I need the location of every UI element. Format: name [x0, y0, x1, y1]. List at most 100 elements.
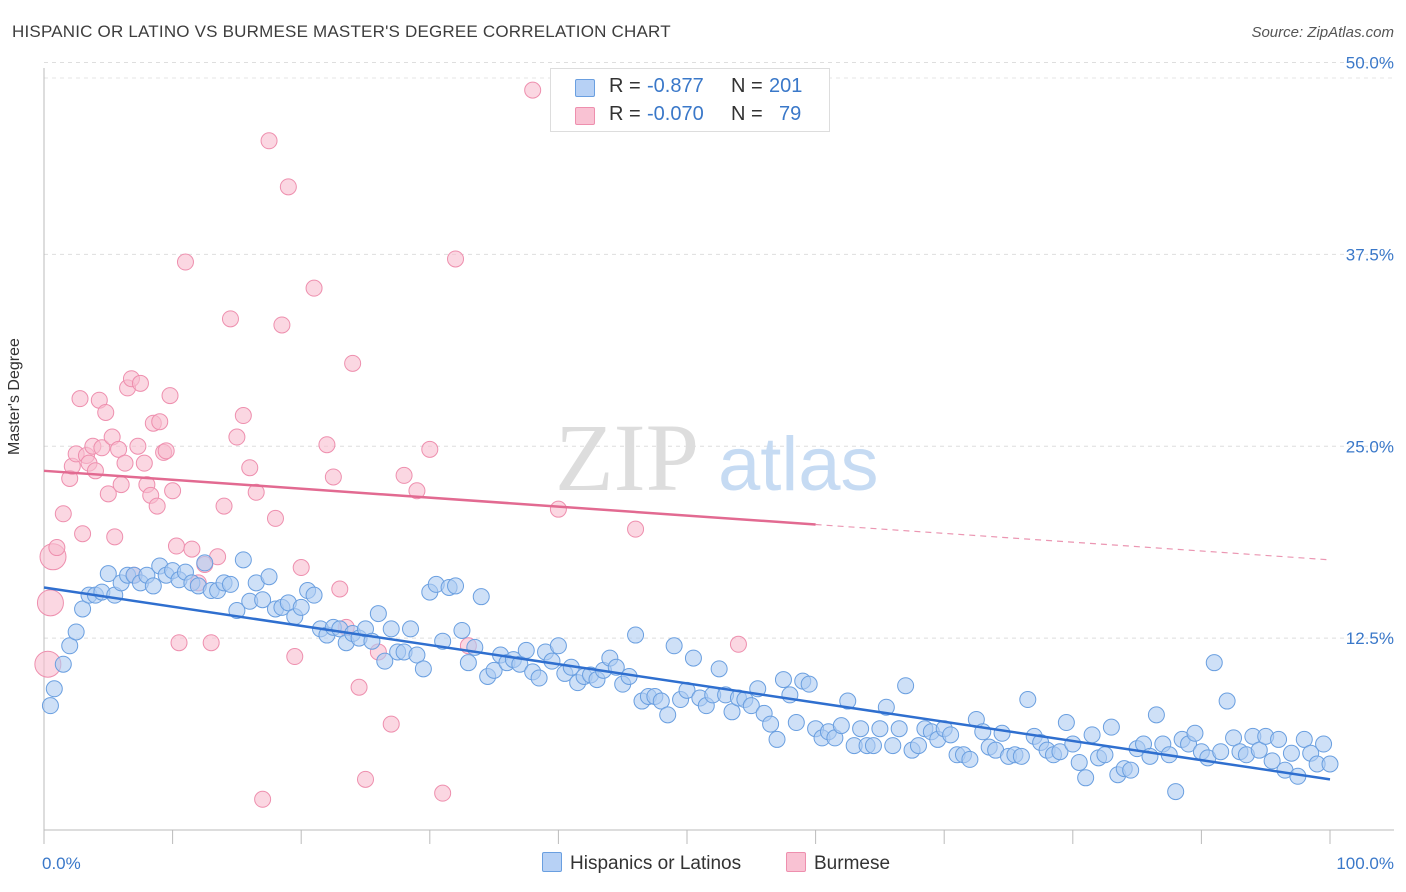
x-tick-label: 0.0% [42, 854, 81, 873]
trend-lines [43, 469, 1331, 781]
hispanic-point [1096, 746, 1114, 764]
burmese-point [36, 589, 64, 617]
hispanic-point [774, 671, 792, 689]
hispanic-point [292, 598, 310, 616]
y-axis-label: Master's Degree [6, 338, 23, 455]
hispanic-point [1282, 744, 1300, 762]
legend-n-label: N = [731, 103, 763, 125]
hispanic-point [260, 568, 278, 586]
burmese-point [164, 482, 182, 500]
hispanic-point [710, 660, 728, 678]
hispanic-point [234, 551, 252, 569]
burmese-point [116, 454, 134, 472]
burmese-point [279, 178, 297, 196]
burmese-point [131, 374, 149, 392]
hispanic-point [254, 591, 272, 609]
burmese-point [549, 500, 567, 518]
hispanic-point [1012, 747, 1030, 765]
burmese-point [266, 509, 284, 527]
burmese-point [524, 81, 542, 99]
burmese-point [135, 454, 153, 472]
burmese-point [382, 715, 400, 733]
burmese-point [151, 413, 169, 431]
hispanic-point [1057, 714, 1075, 732]
hispanic-point [877, 698, 895, 716]
series-legend-hispanic[interactable]: Hispanics or Latinos [542, 852, 741, 875]
hispanic-points [41, 551, 1339, 801]
burmese-point [106, 528, 124, 546]
gridlines [44, 62, 1394, 639]
legend-label-hispanic: Hispanics or Latinos [570, 853, 742, 874]
hispanic-point [1083, 726, 1101, 744]
legend-r-label: R = [609, 75, 641, 97]
burmese-point [167, 537, 185, 555]
legend-n-value: 201 [769, 75, 803, 97]
hispanic-point [376, 652, 394, 670]
hispanic-point [742, 697, 760, 715]
watermark-zip: ZIP [555, 404, 699, 511]
hispanic-point [414, 660, 432, 678]
hispanic-point [472, 588, 490, 606]
hispanic-point [74, 600, 92, 618]
hispanic-point [1218, 692, 1236, 710]
legend-swatch-burmese [786, 852, 806, 872]
burmese-point [357, 770, 374, 788]
series-legend-burmese[interactable]: Burmese [786, 852, 890, 875]
hispanic-point [1270, 730, 1288, 748]
burmese-point [221, 310, 239, 328]
tick-labels: 12.5% 25.0% 37.5% 50.0% 0.0% 100.0% [42, 54, 1394, 874]
hispanic-point [1064, 735, 1082, 753]
legend-label-burmese: Burmese [814, 853, 891, 874]
hispanic-point [1147, 706, 1165, 724]
hispanic-point [942, 726, 960, 744]
burmese-point [331, 580, 349, 598]
hispanic-point [1102, 718, 1120, 736]
hispanic-point [1077, 769, 1095, 787]
hispanic-point [652, 692, 670, 710]
legend-swatch-hispanic [575, 79, 595, 97]
burmese-point [157, 442, 175, 460]
burmese-trend-line [43, 469, 816, 526]
burmese-point [241, 459, 259, 477]
hispanic-point [1212, 743, 1230, 761]
hispanic-point [1321, 755, 1339, 773]
hispanic-point [800, 675, 818, 693]
y-tick-label: 25.0% [1346, 437, 1394, 456]
burmese-point [176, 253, 194, 271]
hispanic-point [1205, 654, 1223, 672]
burmese-point [48, 539, 66, 557]
watermark-atlas: atlas [718, 422, 879, 507]
hispanic-point [1167, 783, 1185, 801]
burmese-point [292, 559, 310, 577]
y-tick-label: 12.5% [1346, 629, 1394, 648]
burmese-point [247, 483, 265, 501]
hispanic-point [221, 575, 239, 593]
burmese-point [148, 497, 166, 515]
chart-title: HISPANIC OR LATINO VS BURMESE MASTER'S D… [12, 22, 671, 41]
hispanic-point [839, 692, 857, 710]
hispanic-point [369, 605, 387, 623]
hispanic-point [1295, 730, 1313, 748]
hispanic-point [684, 649, 702, 667]
burmese-point [254, 790, 272, 808]
hispanic-point [961, 750, 979, 768]
y-tick-label: 50.0% [1346, 54, 1394, 73]
hispanic-point [408, 646, 426, 664]
hispanic-point [627, 626, 645, 644]
burmese-point [202, 634, 220, 652]
y-tick-label: 37.5% [1346, 245, 1394, 264]
hispanic-point [45, 680, 63, 698]
hispanic-point [402, 620, 420, 638]
hispanic-point [530, 669, 548, 687]
burmese-point [324, 468, 342, 486]
burmese-point [234, 407, 252, 425]
burmese-point [110, 440, 128, 458]
burmese-point [183, 540, 201, 558]
burmese-point [627, 520, 645, 538]
hispanic-point [832, 717, 850, 735]
hispanic-point [884, 737, 902, 755]
burmese-point [228, 428, 246, 446]
hispanic-point [762, 715, 780, 733]
burmese-point [161, 387, 179, 405]
hispanic-point [659, 706, 677, 724]
